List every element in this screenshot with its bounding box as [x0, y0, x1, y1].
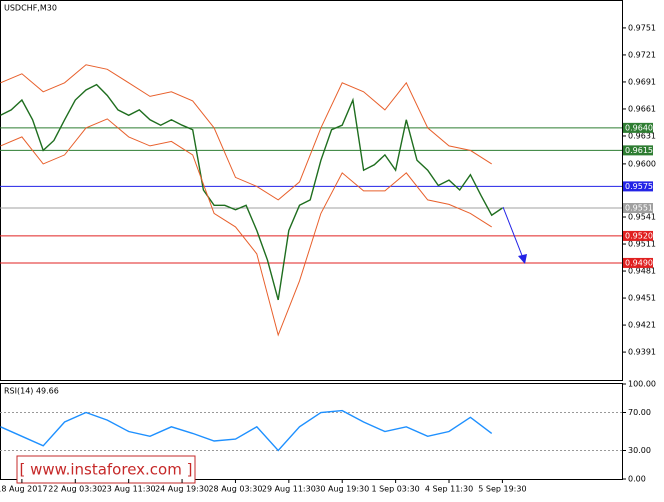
- level-label: 0.9520: [625, 231, 653, 240]
- series-line: [0, 83, 503, 301]
- y-tick-label: 0.9541: [628, 213, 656, 222]
- arrow-head: [518, 254, 527, 264]
- x-tick-label: 5 Sep 19:30: [478, 485, 526, 494]
- y-tick-label: 0.9721: [628, 50, 656, 59]
- x-tick-label: 4 Sep 11:30: [425, 485, 473, 494]
- y-tick-label: 0.9631: [628, 131, 656, 140]
- x-tick-label: 18 Aug 2017: [0, 485, 48, 494]
- price-frame: [0, 0, 623, 381]
- y-tick-label: 100.00: [628, 380, 656, 389]
- level-tag: [623, 203, 653, 214]
- y-tick-label: 0.9481: [628, 267, 656, 276]
- level-label: 0.9615: [625, 146, 653, 155]
- y-tick-label: 30.00: [628, 446, 651, 455]
- y-tick-label: 0.9600: [628, 159, 656, 168]
- y-tick-label: 0.9511: [628, 240, 656, 249]
- level-label: 0.9551: [625, 204, 653, 213]
- x-tick-label: 29 Aug 11:30: [262, 485, 316, 494]
- level-label: 0.9575: [625, 182, 653, 191]
- rsi-frame: [0, 383, 623, 480]
- y-tick-label: 0.9421: [628, 321, 656, 330]
- x-tick-label: 1 Sep 03:30: [371, 485, 419, 494]
- level-label: 0.9640: [625, 123, 653, 132]
- level-tag: [623, 230, 653, 241]
- y-tick-label: 0.00: [628, 475, 646, 484]
- forecast-arrow: [502, 206, 527, 264]
- x-tick-label: 24 Aug 19:30: [155, 485, 209, 494]
- y-tick-label: 0.9691: [628, 77, 656, 86]
- x-tick-label: 28 Aug 03:30: [208, 485, 262, 494]
- x-tick-label: 30 Aug 19:30: [315, 485, 369, 494]
- series-line: [0, 118, 492, 337]
- y-tick-label: 0.9751: [628, 23, 656, 32]
- watermark-box: [16, 455, 196, 484]
- rsi-title: RSI(14) 49.66: [4, 387, 59, 396]
- x-tick-label: 23 Aug 11:30: [102, 485, 156, 494]
- series-line: [0, 409, 493, 452]
- y-tick-label: 0.9451: [628, 294, 656, 303]
- level-tag: [623, 145, 653, 156]
- y-tick-label: 70.00: [628, 408, 651, 417]
- arrow-line: [502, 206, 524, 259]
- series-line: [0, 64, 492, 201]
- watermark: [ www.instaforex.com ]: [16, 455, 196, 484]
- level-tag: [623, 181, 653, 192]
- level-label: 0.9490: [625, 258, 653, 267]
- level-tag: [623, 122, 653, 133]
- level-tag: [623, 257, 653, 268]
- y-tick-label: 0.9661: [628, 104, 656, 113]
- y-tick-label: 0.9391: [628, 348, 656, 357]
- watermark-text: [ www.instaforex.com ]: [20, 461, 193, 479]
- chart-title: USDCHF,M30: [4, 4, 57, 13]
- x-tick-label: 22 Aug 03:30: [48, 485, 102, 494]
